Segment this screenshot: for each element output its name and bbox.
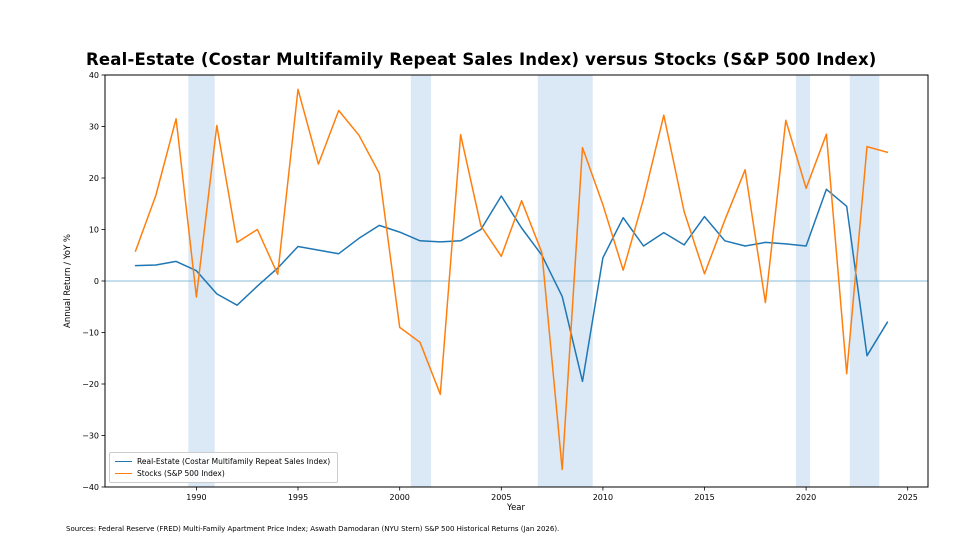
x-axis-label: Year [507, 503, 525, 513]
svg-text:20: 20 [89, 174, 99, 183]
svg-text:1995: 1995 [288, 493, 308, 502]
svg-text:0: 0 [94, 277, 99, 286]
svg-text:1990: 1990 [186, 493, 206, 502]
svg-text:2005: 2005 [491, 493, 511, 502]
stocks-line-swatch [115, 472, 132, 475]
legend-label-real-estate: Real-Estate (Costar Multifamily Repeat S… [137, 457, 331, 466]
chart-title: Real-Estate (Costar Multifamily Repeat S… [86, 50, 877, 69]
svg-text:40: 40 [89, 71, 99, 80]
svg-text:2000: 2000 [390, 493, 410, 502]
real-estate-line-swatch [115, 460, 132, 463]
svg-text:2025: 2025 [898, 493, 918, 502]
svg-text:2015: 2015 [694, 493, 714, 502]
legend: Real-Estate (Costar Multifamily Repeat S… [109, 452, 339, 483]
legend-item-real-estate: Real-Estate (Costar Multifamily Repeat S… [115, 457, 330, 466]
svg-text:−30: −30 [82, 431, 99, 440]
legend-item-stocks: Stocks (S&P 500 Index) [115, 469, 330, 478]
svg-text:30: 30 [89, 122, 99, 131]
svg-text:10: 10 [89, 225, 99, 234]
svg-text:−40: −40 [82, 483, 99, 492]
svg-text:2010: 2010 [593, 493, 613, 502]
svg-text:−20: −20 [82, 380, 99, 389]
svg-text:−10: −10 [82, 328, 99, 337]
legend-label-stocks: Stocks (S&P 500 Index) [137, 469, 225, 478]
source-note: Sources: Federal Reserve (FRED) Multi-Fa… [66, 525, 560, 533]
svg-text:2020: 2020 [796, 493, 816, 502]
